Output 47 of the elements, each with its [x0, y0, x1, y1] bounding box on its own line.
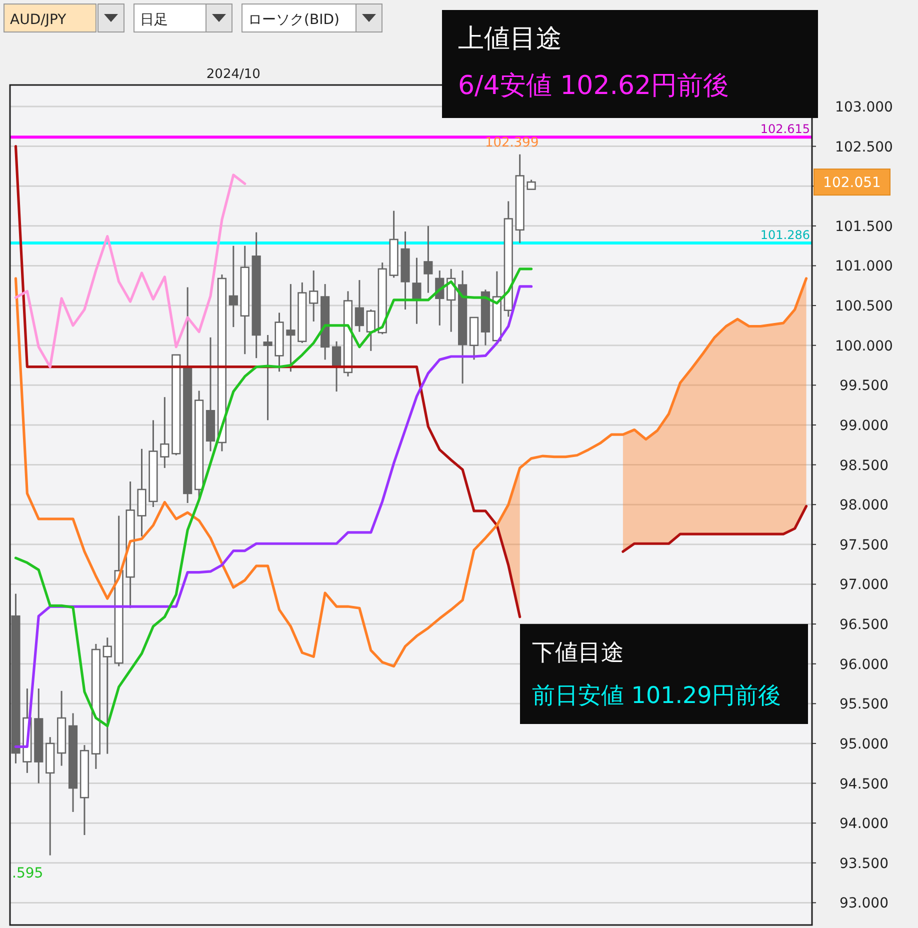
annotation: 102.399 — [484, 135, 539, 150]
y-tick-label: 100.500 — [835, 298, 893, 315]
candlestick — [228, 245, 238, 328]
text: 上値目途 — [458, 24, 562, 54]
x-tick-label: 2024/10 — [206, 67, 260, 82]
y-tick-label: 101.000 — [835, 258, 893, 275]
y-tick-label: 94.500 — [840, 776, 888, 792]
y-tick-label: 97.500 — [840, 537, 888, 554]
text: ローソク(BID) — [248, 12, 340, 28]
candlestick — [424, 225, 433, 294]
y-tick-label: 98.500 — [840, 458, 888, 474]
ref-line-label: 101.286 — [760, 228, 810, 242]
chart-title: AUD/JPY — [10, 12, 67, 28]
y-tick-label: 96.500 — [840, 617, 888, 634]
y-tick-label: 103.000 — [835, 100, 893, 116]
y-tick-label: 94.000 — [840, 816, 888, 832]
y-tick-label: 99.500 — [840, 378, 888, 394]
y-tick-label: 99.000 — [840, 418, 888, 434]
line-series — [14, 277, 808, 668]
candlestick — [102, 636, 112, 755]
annotation: 下値目途 — [532, 640, 624, 666]
annotation: .595 — [12, 865, 44, 882]
text: 102.051 — [823, 175, 881, 192]
annotation: 6/4安値 102.62円前後 — [458, 71, 730, 101]
y-tick-label: 93.000 — [840, 896, 888, 912]
candlestick — [160, 396, 170, 469]
candlestick — [332, 340, 342, 392]
candlestick — [263, 334, 272, 421]
candlestick — [309, 270, 318, 322]
y-tick-label: 93.500 — [840, 856, 888, 872]
y-tick-label: 98.000 — [840, 498, 888, 514]
line-series — [14, 174, 246, 368]
y-tick-label: 95.000 — [840, 736, 888, 752]
candlestick — [366, 308, 376, 352]
y-tick-label: 95.500 — [840, 696, 888, 713]
y-tick-label: 96.000 — [840, 656, 888, 673]
candlestick — [526, 179, 536, 190]
y-tick-label: 101.500 — [835, 218, 893, 235]
text: 日足 — [140, 12, 168, 28]
ref-line-label: 102.615 — [760, 122, 810, 136]
candlestick — [286, 283, 296, 372]
y-tick-label: 102.500 — [835, 139, 893, 156]
candlestick — [412, 257, 422, 325]
candlestick — [354, 279, 364, 333]
y-tick-label: 97.000 — [840, 577, 888, 594]
y-tick-label: 100.000 — [835, 338, 893, 354]
annotation: 前日安値 101.29円前後 — [532, 683, 781, 709]
